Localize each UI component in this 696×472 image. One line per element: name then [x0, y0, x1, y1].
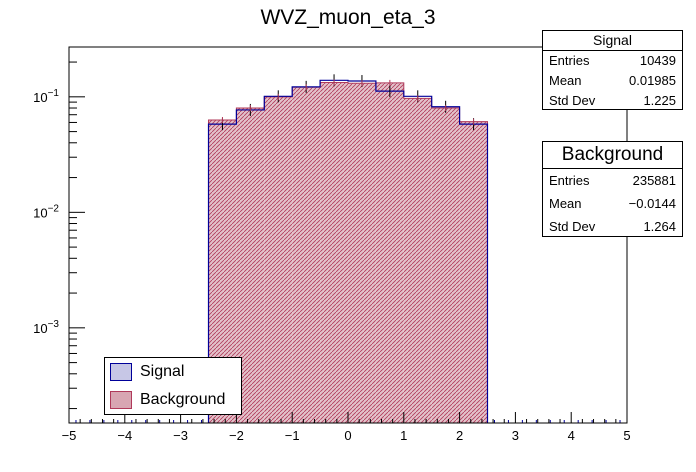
y-tick-label: 10−2 — [33, 203, 59, 220]
x-tick-label: −3 — [173, 428, 188, 443]
legend: Signal Background — [104, 357, 242, 415]
stats-row-entries: Entries 235881 — [543, 169, 682, 192]
stats-label: Mean — [549, 196, 582, 211]
stats-value: 235881 — [632, 173, 676, 188]
background-bar — [264, 96, 293, 423]
y-tick-label: 10−1 — [33, 88, 59, 105]
legend-entry-signal: Signal — [105, 358, 241, 386]
x-tick-label: 3 — [512, 428, 519, 443]
background-stats-box: Background Entries 235881 Mean −0.0144 S… — [542, 141, 683, 237]
background-bar — [431, 108, 460, 423]
stats-row-mean: Mean 0.01985 — [543, 71, 682, 91]
x-tick-label: 1 — [400, 428, 407, 443]
legend-entry-background: Background — [105, 386, 241, 414]
stats-value: 1.225 — [643, 93, 676, 108]
signal-stats-box: Signal Entries 10439 Mean 0.01985 Std De… — [542, 30, 683, 110]
chart-title: WVZ_muon_eta_3 — [260, 6, 435, 29]
stats-row-entries: Entries 10439 — [543, 51, 682, 71]
stats-value: −0.0144 — [628, 196, 676, 211]
background-bar — [375, 82, 404, 423]
x-tick-label: −4 — [117, 428, 132, 443]
stats-label: Entries — [549, 53, 590, 68]
signal-stats-title: Signal — [543, 31, 682, 51]
x-tick-label: 4 — [568, 428, 575, 443]
stats-label: Std Dev — [549, 219, 596, 234]
legend-label: Signal — [140, 363, 185, 380]
background-bar — [292, 87, 321, 424]
stats-row-stddev: Std Dev 1.264 — [543, 215, 682, 238]
x-tick-label: 5 — [623, 428, 630, 443]
stats-label: Mean — [549, 73, 582, 88]
x-tick-label: −5 — [62, 428, 77, 443]
stats-row-stddev: Std Dev 1.225 — [543, 91, 682, 111]
background-stats-title: Background — [543, 142, 682, 169]
y-tick-label: 10−3 — [33, 319, 59, 336]
stats-value: 10439 — [639, 53, 676, 68]
stats-label: Entries — [549, 173, 590, 188]
background-bar — [403, 98, 432, 423]
background-bar — [348, 83, 376, 423]
legend-swatch-background — [110, 391, 132, 409]
legend-swatch-signal — [110, 363, 132, 381]
x-tick-label: 2 — [456, 428, 463, 443]
x-tick-label: −1 — [285, 428, 300, 443]
x-tick-label: 0 — [344, 428, 351, 443]
stats-value: 1.264 — [643, 219, 676, 234]
background-bar — [320, 82, 348, 423]
stats-label: Std Dev — [549, 93, 596, 108]
x-tick-label: −2 — [229, 428, 244, 443]
background-bar — [459, 121, 488, 423]
legend-label: Background — [140, 391, 226, 408]
stats-value: 0.01985 — [629, 73, 676, 88]
stats-row-mean: Mean −0.0144 — [543, 192, 682, 215]
